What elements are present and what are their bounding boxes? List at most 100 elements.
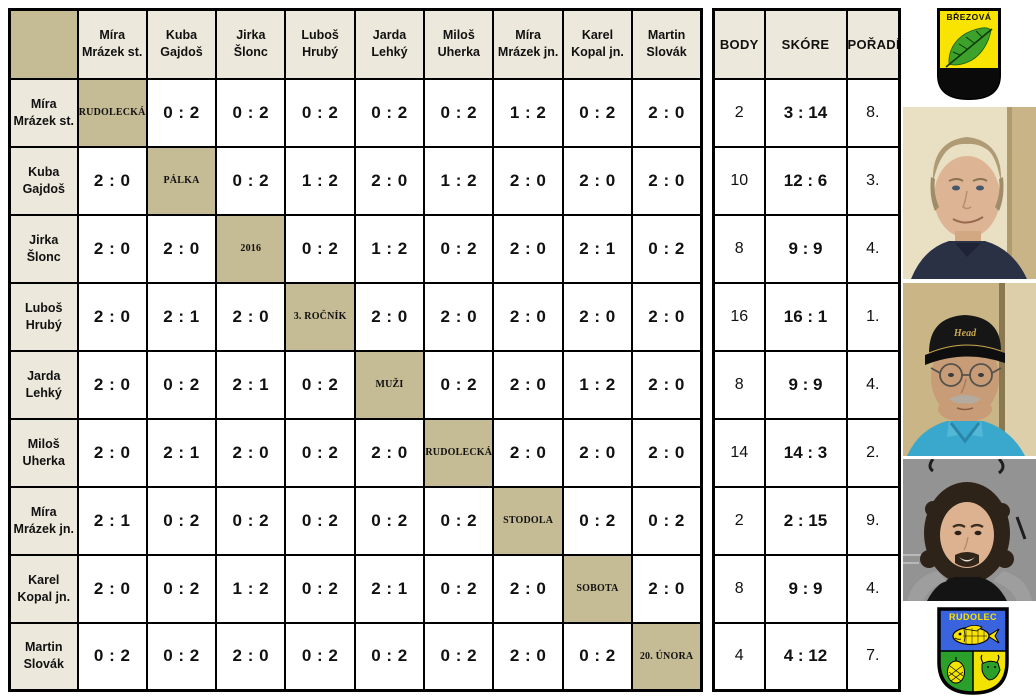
result-cell: 2 : 0 [561, 281, 634, 352]
player-last-name: Uherka [437, 45, 480, 60]
rank-cell: 4. [845, 213, 901, 284]
header-row: Míra Mrázek st. Kuba Gajdoš Jirka Šlonc Luboš H… [8, 8, 703, 80]
score-cell: 12 : 6 [763, 145, 848, 216]
result-cell: 0 : 2 [215, 145, 287, 216]
result-cell: 2 : 0 [353, 281, 426, 352]
result-cell: 0 : 2 [284, 417, 356, 488]
player-last-name: Slovák [23, 657, 64, 672]
result-cell: 2 : 0 [492, 553, 564, 624]
corner-cell [8, 8, 79, 80]
result-cell: 0 : 2 [353, 77, 426, 148]
row-header-player: Karel Kopal jn. [8, 553, 79, 624]
column-header-player: Míra Mrázek st. [76, 8, 148, 80]
rank-cell: 9. [845, 485, 901, 556]
result-cell: 2 : 0 [353, 145, 426, 216]
result-cell: 0 : 2 [215, 77, 287, 148]
column-header-player: Luboš Hrubý [284, 8, 356, 80]
result-cell: 2 : 0 [631, 281, 703, 352]
diagonal-cell: 3. ROČNÍK [284, 281, 356, 352]
player-last-name: Mrázek jn. [497, 45, 559, 60]
row-header-player: Jarda Lehký [8, 349, 79, 420]
rank-cell: 8. [845, 77, 901, 148]
result-cell: 2 : 0 [631, 553, 703, 624]
diagonal-cell: 2016 [215, 213, 287, 284]
summary-table: BODY SKÓRE POŘADÍ 2 3 : 14 8. 10 12 : 6 3. 8 9 : 9… [712, 8, 901, 692]
result-cell: 0 : 2 [423, 553, 495, 624]
result-cell: 2 : 0 [631, 349, 703, 420]
result-cell: 2 : 1 [353, 553, 426, 624]
result-cell: 0 : 2 [561, 77, 634, 148]
score-cell: 4 : 12 [763, 621, 848, 692]
result-cell: 2 : 1 [76, 485, 148, 556]
summary-header-row: BODY SKÓRE POŘADÍ [712, 8, 901, 80]
summary-row: 16 16 : 1 1. [712, 281, 901, 352]
rank-cell: 7. [845, 621, 901, 692]
result-cell: 0 : 2 [353, 485, 426, 556]
player-first-name: Kuba [28, 164, 60, 179]
summary-row: 10 12 : 6 3. [712, 145, 901, 216]
row-header-player: Kuba Gajdoš [8, 145, 79, 216]
cap-logo-text: Head [953, 328, 977, 339]
rank-cell: 4. [845, 553, 901, 624]
result-cell: 0 : 2 [631, 213, 703, 284]
summary-header: BODY [712, 8, 766, 80]
rank-cell: 2. [845, 417, 901, 488]
player-first-name: Miloš [442, 28, 475, 43]
result-cell: 2 : 0 [76, 349, 148, 420]
player-first-name: Míra [30, 504, 57, 519]
player-last-name: Mrázek jn. [13, 521, 74, 536]
points-cell: 8 [712, 553, 766, 624]
diagonal-cell: RUDOLECKÁ [76, 77, 148, 148]
column-header-player: Miloš Uherka [423, 8, 495, 80]
summary-row: 14 14 : 3 2. [712, 417, 901, 488]
result-cell: 2 : 0 [145, 213, 218, 284]
player-first-name: Jirka [29, 232, 59, 247]
player-photo-2: Head [903, 283, 1036, 456]
result-cell: 0 : 2 [215, 485, 287, 556]
player-first-name: Karel [581, 28, 614, 43]
score-cell: 14 : 3 [763, 417, 848, 488]
result-cell: 0 : 2 [145, 485, 218, 556]
carp-fish-icon [987, 628, 1000, 644]
player-first-name: Míra [30, 96, 57, 111]
brezova-coat-of-arms: BŘEZOVÁ [936, 7, 1002, 101]
result-cell: 0 : 2 [423, 349, 495, 420]
row-header-player: Miloš Uherka [8, 417, 79, 488]
result-cell: 0 : 2 [423, 621, 495, 692]
result-cell: 2 : 0 [215, 281, 287, 352]
row-header-player: Martin Slovák [8, 621, 79, 692]
summary-header: SKÓRE [763, 8, 848, 80]
result-cell: 2 : 0 [215, 417, 287, 488]
player-first-name: Jarda [372, 28, 407, 43]
score-cell: 9 : 9 [763, 349, 848, 420]
diagonal-cell: STODOLA [492, 485, 564, 556]
result-cell: 1 : 2 [353, 213, 426, 284]
rank-cell: 4. [845, 349, 901, 420]
result-cell: 2 : 1 [561, 213, 634, 284]
result-cell: 2 : 0 [631, 77, 703, 148]
row-header-player: Luboš Hrubý [8, 281, 79, 352]
diagonal-cell: PÁLKA [145, 145, 218, 216]
result-cell: 2 : 0 [492, 417, 564, 488]
result-cell: 0 : 2 [561, 485, 634, 556]
result-cell: 2 : 0 [76, 281, 148, 352]
score-cell: 9 : 9 [763, 213, 848, 284]
result-cell: 2 : 0 [631, 417, 703, 488]
player-first-name: Míra [99, 28, 126, 43]
result-cell: 2 : 0 [76, 553, 148, 624]
diagonal-cell: RUDOLECKÁ [423, 417, 495, 488]
result-cell: 2 : 0 [423, 281, 495, 352]
brezova-label: BŘEZOVÁ [946, 11, 991, 22]
result-cell: 2 : 1 [215, 349, 287, 420]
player-last-name: Šlonc [26, 249, 61, 264]
player-photo-1 [903, 107, 1036, 279]
